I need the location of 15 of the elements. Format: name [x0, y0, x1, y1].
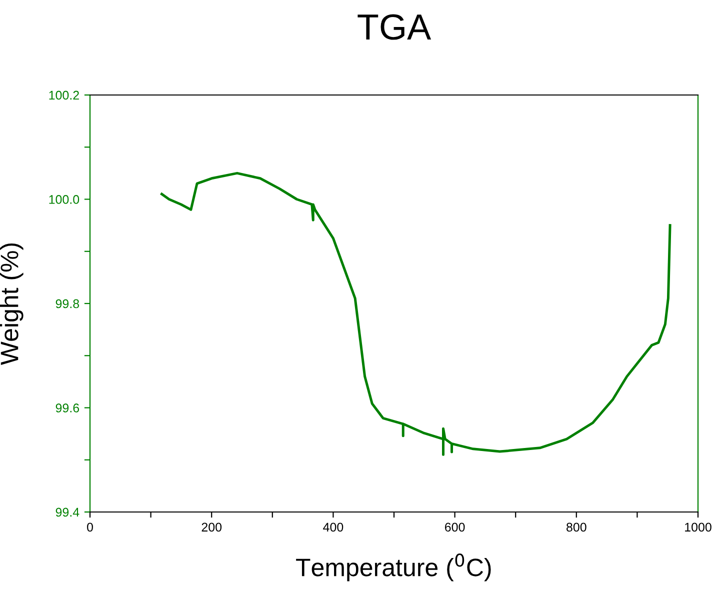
y-tick-label: 99.4 — [56, 508, 80, 517]
x-tick-label: 600 — [445, 522, 465, 532]
y-axis-title: Weight (%) — [0, 243, 24, 365]
x-tick-label: 0 — [87, 522, 93, 532]
y-tick-label: 100.0 — [49, 195, 80, 204]
x-tick-label: 200 — [202, 522, 222, 532]
y-tick-label: 99.8 — [56, 299, 80, 308]
y-tick-label: 99.6 — [56, 404, 80, 412]
x-axis-title: Temperature ($^{0}$C) — [296, 554, 491, 582]
x-tick-label: 400 — [323, 522, 344, 532]
x-tick-label: 800 — [566, 522, 586, 532]
x-tick-label: 1000 — [685, 522, 712, 532]
line-series — [160, 172, 672, 456]
chart-title: TGA — [358, 14, 432, 40]
y-tick-label: 100.2 — [49, 90, 79, 100]
